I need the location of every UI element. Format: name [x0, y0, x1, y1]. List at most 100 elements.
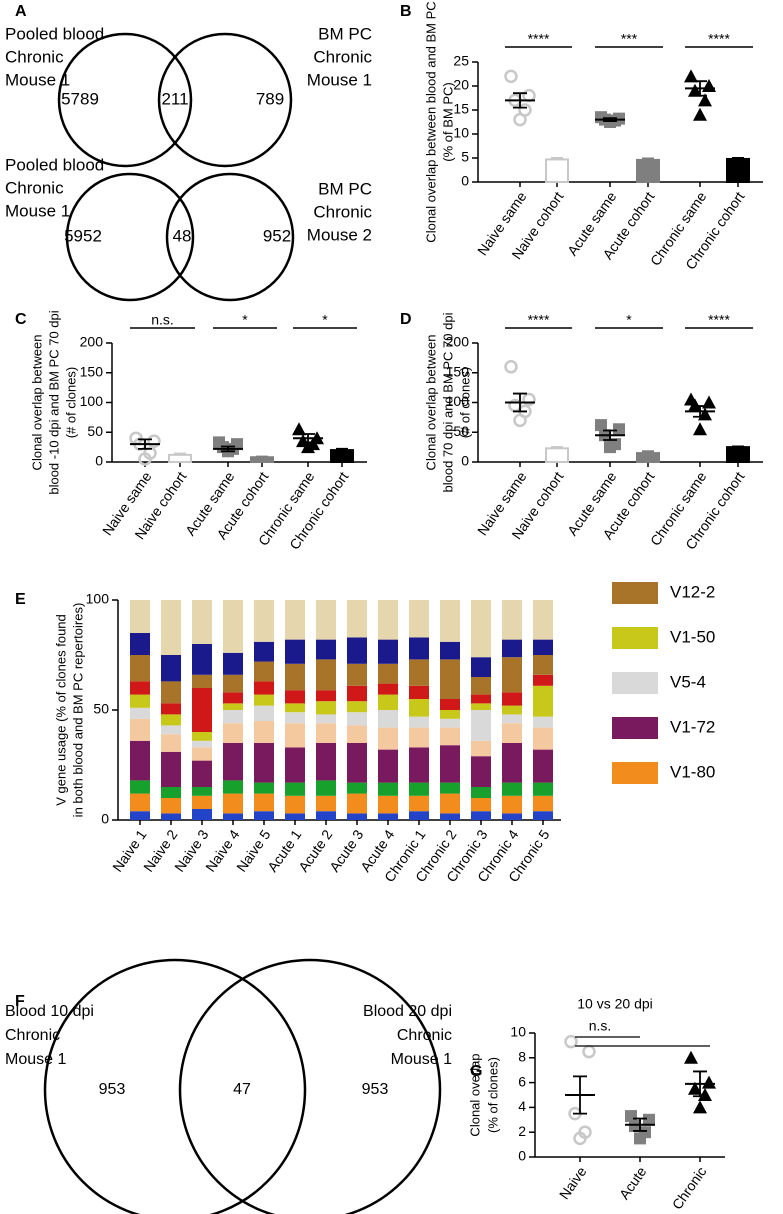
significance-label: *: [322, 312, 328, 328]
bar-segment: [254, 721, 274, 743]
bar-segment: [254, 661, 274, 682]
legend-swatch: [612, 717, 658, 739]
error-bar: [642, 450, 654, 454]
bar-segment: [471, 787, 491, 798]
bar-segment: [440, 745, 460, 783]
bar-segment: [285, 600, 305, 640]
bar-segment: [285, 663, 305, 691]
venn-circle: [157, 32, 293, 168]
panel-label: F: [15, 993, 25, 1010]
y-tick-label: 100: [80, 393, 104, 409]
y-tick-label: 100: [86, 591, 110, 607]
significance-label: *: [242, 312, 248, 328]
venn-label: Blood 20 dpi: [363, 1003, 452, 1020]
bar-segment: [533, 795, 553, 812]
bar-segment: [502, 639, 522, 658]
legend-label: V5-4: [670, 672, 706, 691]
data-point: [688, 1081, 702, 1095]
bar-segment: [409, 637, 429, 660]
venn-count: 952: [263, 226, 291, 245]
legend-swatch: [612, 582, 658, 604]
bar-segment: [409, 685, 429, 699]
panel-label: A: [15, 3, 27, 20]
y-tick-label: 150: [80, 363, 104, 379]
bar-segment: [192, 644, 212, 675]
bar-segment: [502, 714, 522, 724]
bar-segment: [378, 694, 398, 710]
error-bar: [551, 157, 563, 160]
venn-label: Pooled blood: [5, 155, 104, 174]
data-point: [522, 392, 536, 407]
bar-segment: [409, 747, 429, 783]
y-axis-label: blood 70 dpi and BM PC 70 dpi: [440, 312, 455, 492]
bar: [636, 452, 660, 464]
bar-segment: [409, 782, 429, 796]
venn-count: 953: [362, 1081, 389, 1098]
y-tick-label: 200: [80, 334, 104, 350]
error-bar: [633, 1117, 647, 1132]
bar-segment: [192, 688, 212, 732]
bar-segment: [440, 600, 460, 642]
bar-segment: [316, 743, 336, 781]
venn-count: 5952: [64, 226, 102, 245]
data-point: [147, 434, 161, 448]
bar-segment: [316, 639, 336, 660]
bar-segment: [223, 652, 243, 675]
bar-segment: [440, 699, 460, 710]
bar-segment: [533, 639, 553, 655]
y-axis-label: V gene usage (% of clones found: [53, 614, 68, 806]
y-tick-label: 0: [95, 453, 103, 469]
bar-segment: [347, 701, 367, 713]
bar-segment: [378, 727, 398, 750]
legend-swatch: [612, 762, 658, 784]
bar-segment: [130, 655, 150, 682]
venn-label: Mouse 1: [5, 1051, 66, 1068]
venn-count: 953: [99, 1081, 126, 1098]
bar-segment: [502, 692, 522, 706]
venn-label: Chronic: [5, 1027, 60, 1044]
venn-label: Pooled blood: [5, 24, 104, 43]
bar-segment: [347, 743, 367, 783]
y-axis-label: in both blood and BM PC repertoires): [70, 603, 85, 818]
bar-segment: [409, 699, 429, 717]
bar-segment: [161, 787, 181, 798]
bar-segment: [316, 723, 336, 743]
venn-count: 789: [256, 89, 284, 108]
bar-segment: [254, 694, 274, 706]
bar-segment: [161, 734, 181, 752]
venn-circle: [57, 32, 193, 168]
bar-segment: [533, 782, 553, 796]
bar-segment: [471, 710, 491, 741]
error-bar: [301, 433, 315, 444]
error-bar: [221, 445, 235, 453]
bar-segment: [409, 811, 429, 820]
bar-segment: [130, 811, 150, 820]
data-point: [504, 69, 518, 84]
chart-title: 10 vs 20 dpi: [577, 996, 653, 1012]
error-bar: [573, 1075, 587, 1115]
bar-segment: [161, 655, 181, 682]
bar-segment: [502, 795, 522, 814]
error-bar: [551, 446, 563, 449]
y-axis-label: Clonal overlap between blood and BM PC: [423, 1, 438, 242]
data-point: [693, 107, 707, 121]
y-axis-label: Clonal overlap: [467, 1053, 482, 1136]
bar-segment: [254, 782, 274, 794]
bar-segment: [285, 703, 305, 713]
bar-segment: [161, 798, 181, 814]
legend-swatch: [612, 672, 658, 694]
bar-segment: [347, 637, 367, 664]
bar-segment: [316, 690, 336, 702]
bar-segment: [378, 639, 398, 664]
bar-segment: [161, 725, 181, 735]
error-bar: [256, 455, 268, 458]
y-tick-label: 0: [101, 811, 109, 827]
bar-segment: [130, 718, 150, 741]
data-point: [698, 93, 712, 107]
bar-segment: [223, 780, 243, 794]
bar-segment: [378, 749, 398, 783]
bar-segment: [347, 685, 367, 702]
data-point: [138, 452, 152, 466]
bar-segment: [130, 694, 150, 708]
